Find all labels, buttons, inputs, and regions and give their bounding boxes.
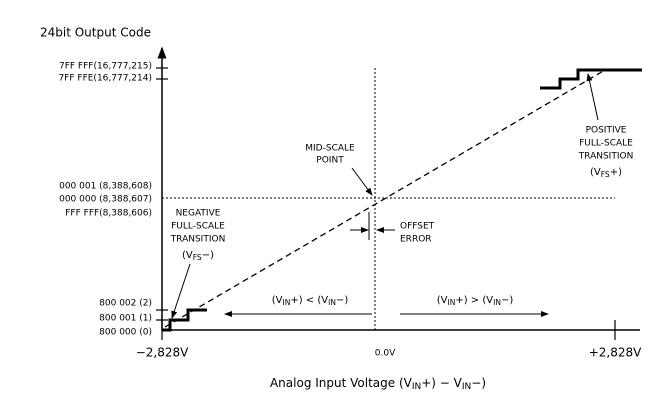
- y-label: 7FF FFE(16,777,214): [58, 74, 152, 84]
- positive-arrow: [586, 73, 599, 121]
- y-label: 000 001 (8,388,608): [59, 182, 152, 192]
- text-part: (V: [182, 250, 193, 261]
- y-label: 800 001 (1): [99, 314, 152, 324]
- y-label: FFF FFF(8,388,606): [65, 209, 152, 219]
- x-label: 0.0V: [375, 349, 396, 359]
- text-part: +) < (V: [290, 295, 328, 306]
- text-part: −): [501, 295, 513, 306]
- subscript: FS: [601, 170, 610, 179]
- text-part: Analog Input Voltage (V: [270, 376, 413, 390]
- label: (VIN+) < (VIN−): [272, 295, 349, 307]
- high-steps: [540, 68, 642, 90]
- label: Analog Input Voltage (VIN+) − VIN−): [270, 376, 486, 392]
- annotation: OFFSET: [400, 222, 435, 232]
- subscript: IN: [328, 298, 336, 307]
- negative-arrow: [171, 263, 191, 319]
- y-label: 000 000 (8,388,607): [59, 195, 152, 205]
- ideal-line: [164, 69, 606, 328]
- subscript: FS: [193, 253, 202, 262]
- subscript: IN: [448, 298, 456, 307]
- text-part: (V: [272, 295, 283, 306]
- label: (VFS+): [590, 167, 622, 179]
- annotation: NEGATIVE: [176, 209, 221, 219]
- label: (VIN+) > (VIN−): [437, 295, 514, 307]
- text-part: +) > (V: [455, 295, 493, 306]
- annotation: TRANSITION: [170, 235, 226, 245]
- text-part: +): [610, 167, 622, 178]
- y-axis-title: 24bit Output Code: [40, 26, 151, 40]
- text-part: −): [336, 295, 348, 306]
- x-label: −2,828V: [136, 346, 189, 360]
- y-label: 800 000 (0): [99, 328, 152, 338]
- x-label: +2,828V: [589, 346, 642, 360]
- low-steps: [162, 308, 207, 332]
- subscript: IN: [412, 382, 421, 392]
- subscript: IN: [283, 298, 291, 307]
- subscript: IN: [462, 382, 471, 392]
- text-part: −): [202, 250, 214, 261]
- annotation: ERROR: [400, 235, 432, 245]
- annotation: FULL-SCALE: [579, 139, 633, 149]
- annotation: FULL-SCALE: [171, 222, 225, 232]
- y-label: 7FF FFF(16,777,215): [59, 62, 152, 72]
- y-ticks: [156, 67, 168, 321]
- text-part: +) − V: [421, 376, 462, 390]
- annotation: MID-SCALE: [305, 144, 355, 154]
- subscript: IN: [493, 298, 501, 307]
- annotation: POSITIVE: [586, 126, 627, 136]
- y-label: 800 002 (2): [99, 299, 152, 309]
- text-part: −): [471, 376, 486, 390]
- label: (VFS−): [182, 250, 214, 262]
- text-part: (V: [590, 167, 601, 178]
- mid-scale-arrow: [351, 167, 373, 196]
- annotation: TRANSITION: [578, 152, 634, 162]
- text-part: (V: [437, 295, 448, 306]
- annotation: POINT: [316, 156, 344, 166]
